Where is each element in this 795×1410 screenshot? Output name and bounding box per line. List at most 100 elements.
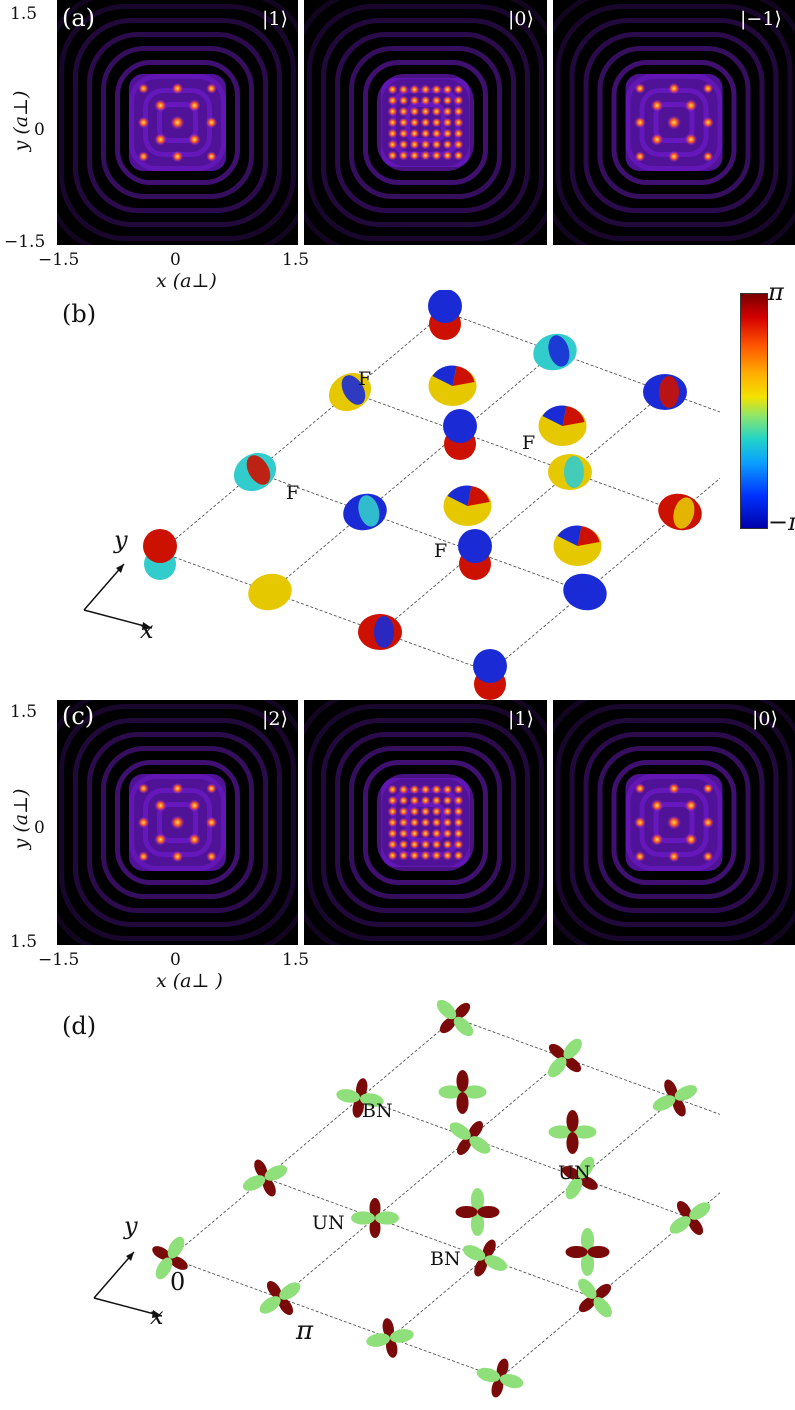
density-peak: [634, 851, 646, 862]
density-peak: [398, 828, 409, 839]
density-peak: [409, 850, 420, 861]
density-peak: [453, 150, 464, 161]
density-peak: [442, 828, 453, 839]
density-peak: [453, 828, 464, 839]
density-peak: [453, 839, 464, 850]
density-peak: [387, 828, 398, 839]
density-peak: [442, 795, 453, 806]
nematic-lobe: [389, 1329, 414, 1343]
density-peak: [387, 117, 398, 128]
nematic-lobe: [155, 1257, 173, 1280]
density-peak: [387, 95, 398, 106]
grid-line: [489, 477, 720, 673]
density-peak: [420, 839, 431, 850]
nematic-lobe: [564, 1056, 582, 1073]
site-label-b2: F: [522, 432, 536, 454]
nematic-lobe: [652, 1095, 676, 1111]
spin-torus-shade: [548, 335, 570, 367]
nematic-lobe: [676, 1201, 692, 1219]
density-peak: [409, 784, 420, 795]
density-peak: [420, 795, 431, 806]
density-peak: [453, 850, 464, 861]
density-peak: [668, 150, 680, 163]
nematic-lobe: [577, 1156, 595, 1179]
x-axis-title-a: x (a⊥): [156, 270, 217, 292]
density-ring: [349, 46, 502, 199]
density-ring: [307, 704, 544, 941]
density-peak: [387, 850, 398, 861]
density-peak: [206, 783, 217, 794]
y-tick-mid-c: 0: [34, 818, 45, 838]
density-peak: [442, 84, 453, 95]
density-peak: [398, 784, 409, 795]
nematic-lobe: [476, 1367, 501, 1382]
x-tick-mid-a: 0: [170, 250, 181, 270]
density-peak: [171, 782, 184, 795]
density-peak: [420, 117, 431, 128]
density-peak: [442, 128, 453, 139]
grid-line: [389, 1097, 676, 1339]
density-peak: [398, 117, 409, 128]
nematic-lobe: [548, 1125, 573, 1139]
density-peak: [634, 151, 646, 162]
nematic-lobe: [689, 1202, 711, 1220]
density-peak: [650, 99, 664, 112]
density-peak: [409, 795, 420, 806]
density-peak: [420, 150, 431, 161]
density-peak: [650, 133, 664, 146]
colorbar-top-label: π: [768, 278, 784, 306]
density-map-c1: [57, 700, 298, 945]
nematic-lobe: [594, 1283, 612, 1300]
nematic-lobe: [491, 1377, 504, 1398]
density-peak: [442, 806, 453, 817]
density-peak: [431, 828, 442, 839]
nematic-lobe: [351, 1211, 375, 1225]
density-peak: [442, 817, 453, 828]
nematic-lobe: [336, 1089, 361, 1103]
lattice-grid-b: [159, 311, 720, 673]
density-peak: [387, 106, 398, 117]
density-peak: [634, 116, 646, 129]
density-ring: [611, 760, 737, 885]
density-peak: [431, 95, 442, 106]
density-peak: [398, 839, 409, 850]
density-peak: [188, 133, 201, 146]
density-peak: [702, 151, 714, 162]
density-peak: [667, 815, 681, 830]
nematic-lobe: [167, 1236, 185, 1259]
density-peak: [398, 806, 409, 817]
x-axis-title-c: x (a⊥ ): [156, 970, 223, 992]
density-peak: [154, 833, 167, 846]
spin-torus-shade: [246, 455, 271, 485]
density-ring: [87, 32, 268, 213]
density-peak: [668, 82, 680, 95]
density-peak: [398, 84, 409, 95]
axes-arrows-d: [93, 1251, 163, 1318]
density-ring: [73, 718, 282, 927]
density-peak: [634, 83, 646, 94]
nematic-lobe: [254, 1159, 268, 1179]
ket-a3: |−1⟩: [740, 8, 782, 30]
density-ring: [583, 732, 765, 913]
grid-line: [159, 311, 446, 553]
nematic-lobe: [593, 1297, 612, 1318]
density-peak: [206, 151, 217, 162]
spin-sphere-upper: [473, 649, 507, 683]
density-peak: [398, 150, 409, 161]
grid-line: [349, 391, 681, 513]
density-peak: [188, 799, 201, 812]
density-ring: [101, 46, 254, 199]
nematic-lobe: [578, 1278, 597, 1299]
ket-c3: |0⟩: [752, 708, 778, 730]
density-peak: [420, 850, 431, 861]
density-peak: [398, 106, 409, 117]
site-label-b1: F: [358, 368, 372, 390]
density-peak: [170, 115, 185, 130]
density-peak: [205, 816, 218, 829]
density-peak: [442, 784, 453, 795]
density-peak: [409, 117, 420, 128]
nematic-lobe: [468, 1121, 484, 1139]
density-peak: [398, 795, 409, 806]
nematic-lobe: [469, 1136, 491, 1154]
panel-label-a: (a): [62, 4, 96, 32]
